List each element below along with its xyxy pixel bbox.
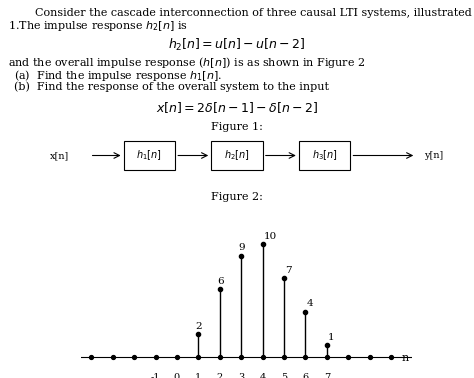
- Text: $x[n] = 2\delta[n-1] - \delta[n-2]$: $x[n] = 2\delta[n-1] - \delta[n-2]$: [156, 100, 318, 115]
- Text: n: n: [401, 353, 409, 363]
- Text: $h_3[n]$: $h_3[n]$: [312, 149, 337, 163]
- Text: 2: 2: [195, 322, 202, 331]
- Bar: [299, 141, 350, 170]
- Text: $h_1[n]$: $h_1[n]$: [137, 149, 162, 163]
- Text: 6: 6: [217, 277, 224, 286]
- Text: 10: 10: [264, 232, 277, 241]
- Text: 1: 1: [328, 333, 335, 342]
- Bar: [124, 141, 175, 170]
- Text: 4: 4: [306, 299, 313, 308]
- Text: x[n]: x[n]: [50, 151, 69, 160]
- Bar: [211, 141, 263, 170]
- Text: and the overall impulse response ($h[n]$) is as shown in Figure 2: and the overall impulse response ($h[n]$…: [8, 55, 365, 70]
- Text: Figure 2:: Figure 2:: [211, 192, 263, 202]
- Text: $h_2[n] = u[n] - u[n-2]$: $h_2[n] = u[n] - u[n-2]$: [168, 37, 306, 53]
- Text: y[n]: y[n]: [424, 151, 443, 160]
- Text: $h_2[n]$: $h_2[n]$: [224, 149, 250, 163]
- Text: Consider the cascade interconnection of three causal LTI systems, illustrated in: Consider the cascade interconnection of …: [35, 8, 474, 18]
- Text: Figure 1:: Figure 1:: [211, 122, 263, 132]
- Text: (a)  Find the impulse response $h_1[n]$.: (a) Find the impulse response $h_1[n]$.: [14, 68, 222, 83]
- Text: (b)  Find the response of the overall system to the input: (b) Find the response of the overall sys…: [14, 81, 329, 91]
- Text: 1.The impulse response $h_2[n]$ is: 1.The impulse response $h_2[n]$ is: [8, 19, 188, 33]
- Text: 7: 7: [285, 266, 292, 274]
- Text: 9: 9: [238, 243, 245, 252]
